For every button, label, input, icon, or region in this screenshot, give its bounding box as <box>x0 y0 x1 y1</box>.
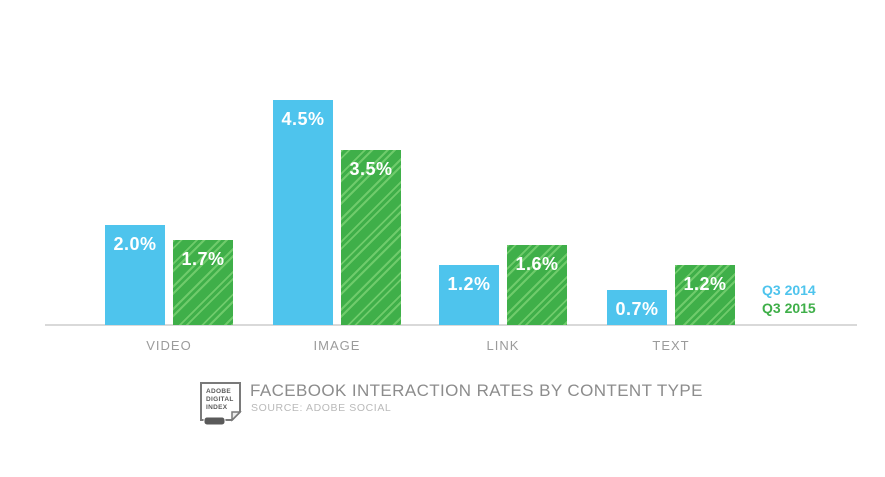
bar-value-label: 0.7% <box>615 299 659 319</box>
bar-value-label: 1.7% <box>181 249 225 269</box>
category-label-video: VIDEO <box>146 338 192 353</box>
legend: Q3 2014 Q3 2015 <box>762 281 816 317</box>
bar-link-q3-2015: 1.6% <box>507 245 567 325</box>
category-label-link: LINK <box>486 338 520 353</box>
logo-line-1: ADOBE <box>206 388 231 395</box>
legend-item-q3-2015: Q3 2015 <box>762 300 816 316</box>
bar-link-q3-2014: 1.2% <box>439 265 499 325</box>
bar-value-label: 4.5% <box>281 109 325 129</box>
bar-text-q3-2014: 0.7% <box>607 290 667 325</box>
bar-value-label: 2.0% <box>113 234 157 254</box>
bar-video-q3-2014: 2.0% <box>105 225 165 325</box>
adobe-digital-index-logo: ADOBE DIGITAL INDEX <box>200 382 242 426</box>
x-axis-line <box>45 324 857 326</box>
category-label-text: TEXT <box>652 338 690 353</box>
bar-image-q3-2015: 3.5% <box>341 150 401 325</box>
logo-line-2: DIGITAL <box>206 396 234 403</box>
category-label-image: IMAGE <box>313 338 361 353</box>
logo-line-3: INDEX <box>206 404 228 411</box>
bar-value-label: 1.2% <box>683 274 727 294</box>
bar-text-q3-2015: 1.2% <box>675 265 735 325</box>
folded-corner-icon <box>231 411 242 422</box>
bar-video-q3-2015: 1.7% <box>173 240 233 325</box>
bar-value-label: 3.5% <box>349 159 393 179</box>
logo-badge <box>203 416 226 426</box>
bar-image-q3-2014: 4.5% <box>273 100 333 325</box>
bar-value-label: 1.2% <box>447 274 491 294</box>
chart-title: FACEBOOK INTERACTION RATES BY CONTENT TY… <box>250 381 703 400</box>
bar-value-label: 1.6% <box>515 254 559 274</box>
legend-item-q3-2014: Q3 2014 <box>762 282 816 298</box>
chart-source: SOURCE: ADOBE SOCIAL <box>251 402 392 414</box>
